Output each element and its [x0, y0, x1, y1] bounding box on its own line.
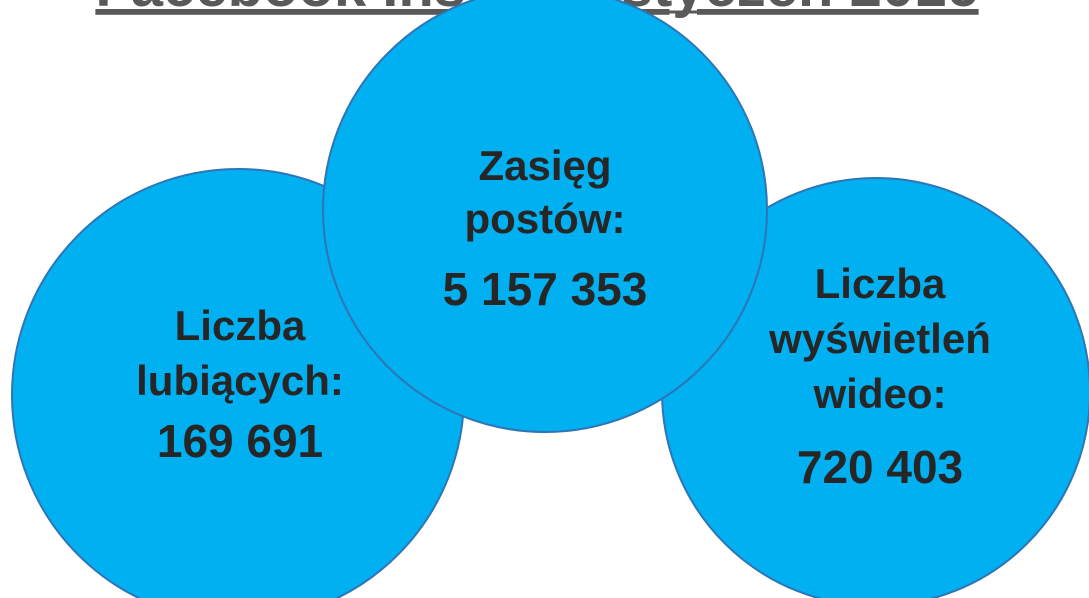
circle-label: Liczba: [175, 302, 306, 349]
circle-label: wideo:: [813, 370, 947, 417]
circle-label: Liczba: [815, 260, 946, 307]
circle-label: Zasięg: [478, 142, 611, 189]
circle-label: lubiących:: [136, 357, 344, 404]
circle-label: wyświetleń: [768, 315, 991, 362]
circle-reach: [322, 0, 768, 433]
circle-value: 5 157 353: [443, 263, 648, 315]
circle-value: 720 403: [797, 441, 963, 493]
circle-label: postów:: [465, 195, 626, 242]
circle-value: 169 691: [157, 415, 323, 467]
